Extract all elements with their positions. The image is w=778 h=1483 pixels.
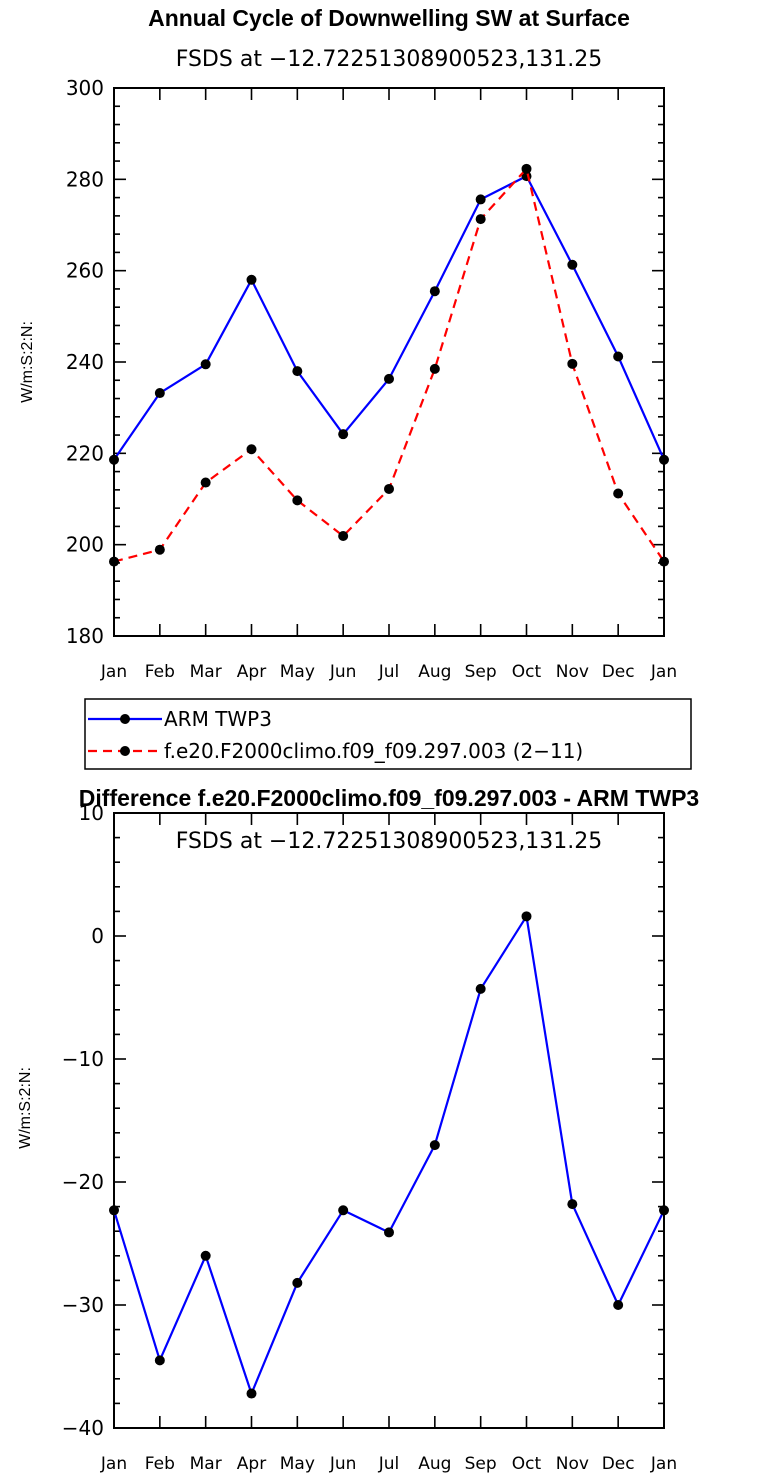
chart1-ytick-label: 260	[66, 259, 104, 283]
chart1-series-2-point	[613, 488, 624, 499]
legend-box	[84, 698, 692, 770]
chart1-series-1-point	[475, 194, 486, 205]
chart1-xtick-label: Mar	[190, 662, 222, 682]
chart1-xtick-label: Aug	[418, 662, 451, 682]
chart1-series-2-point	[338, 530, 349, 541]
chart2-xtick-label: May	[280, 1454, 315, 1474]
legend-label-arm: ARM TWP3	[164, 707, 272, 731]
chart2-series-1-point	[567, 1199, 578, 1210]
legend-label-model: f.e20.F2000climo.f09_f09.297.003 (2−11)	[164, 739, 583, 763]
chart1-ytick-label: 180	[66, 624, 104, 648]
chart2-series-1-point	[246, 1388, 257, 1399]
chart2-series-1-point	[659, 1205, 669, 1216]
chart1-series-1-point	[154, 388, 165, 399]
chart2-xtick-label: Jul	[378, 1454, 400, 1474]
chart1-series-2-point	[429, 363, 440, 374]
chart1-series-2-point	[659, 556, 669, 567]
legend-marker-model	[120, 746, 130, 756]
chart2-xtick-label: Oct	[512, 1454, 542, 1474]
chart1-xtick-label: Nov	[556, 662, 589, 682]
chart2-xtick-label: Mar	[190, 1454, 222, 1474]
chart2-series-1-point	[429, 1140, 440, 1151]
chart1-series-2-point	[384, 483, 394, 494]
chart2-series-line-1	[112, 915, 665, 1395]
plot-layer: 180 200 220 240 260 280 300 Jan Feb Mar Apr May Jun J…	[62, 76, 677, 1474]
chart2-ytick-label: 0	[91, 924, 104, 948]
chart2-xtick-label: Jun	[329, 1454, 357, 1474]
chart1-xtick-label: Jan	[100, 662, 127, 682]
chart1-legend: ARM TWP3 f.e20.F2000climo.f09_f09.297.00…	[84, 698, 692, 770]
chart2-ytick-label: −30	[62, 1293, 104, 1317]
chart1-ytick-label: 280	[66, 167, 104, 191]
chart1-series-1-point	[292, 366, 303, 377]
chart1-ylabel: W/m:S:2:N:	[19, 321, 36, 403]
legend-marker-arm	[120, 714, 130, 724]
chart1-title: Annual Cycle of Downwelling SW at Surfac…	[148, 5, 630, 31]
chart1-series-2-point	[154, 544, 165, 555]
chart1-ytick-label: 240	[66, 350, 104, 374]
chart2-ytick-label: 10	[79, 801, 104, 825]
chart1-ytick-label: 220	[66, 441, 104, 465]
chart1-series-1-point	[429, 286, 440, 297]
chart2-xtick-label: Jan	[650, 1454, 677, 1474]
chart1-xtick-label: Jun	[329, 662, 357, 682]
chart1-series-2-point	[475, 214, 486, 225]
chart1-series-1-point	[613, 351, 624, 362]
chart1-series-line-1	[113, 175, 666, 461]
chart2-frame	[113, 812, 665, 1429]
chart1-xtick-label: Feb	[145, 662, 175, 682]
chart2-series-1-point	[521, 911, 532, 922]
chart2-xtick-label: Nov	[556, 1454, 589, 1474]
chart1-xtick-label: Apr	[237, 662, 266, 682]
chart1-xtick-label: Oct	[512, 662, 542, 682]
chart1-frame	[113, 87, 665, 637]
chart1-series-1-point	[567, 259, 578, 270]
chart1-series-2-point	[246, 444, 257, 455]
chart1-series-1-point	[246, 274, 257, 285]
chart1-xtick-label: May	[280, 662, 315, 682]
chart1-series-2-point	[292, 495, 303, 506]
chart1-ytick-label: 300	[66, 76, 104, 100]
chart1-series-2-point	[521, 163, 532, 174]
chart1-series-2-point	[109, 556, 119, 567]
chart1-series-1-point	[200, 359, 211, 370]
chart2-xtick-label: Dec	[602, 1454, 635, 1474]
chart1-series-2-point	[567, 358, 578, 369]
chart1-ytick-label: 200	[66, 533, 104, 557]
chart2-ytick-label: −10	[62, 1047, 104, 1071]
chart1-series-2-point	[200, 477, 211, 488]
chart2-series-1-point	[292, 1277, 303, 1288]
chart2-ytick-label: −20	[62, 1170, 104, 1194]
chart2-series-1-point	[109, 1205, 119, 1216]
chart2-series-1-point	[475, 983, 486, 994]
chart1-xtick-label: Jul	[378, 662, 400, 682]
chart2-subtitle: FSDS at −12.72251308900523,131.25	[176, 829, 603, 854]
chart2-ylabel: W/m:S:2:N:	[17, 1067, 34, 1149]
chart2-series-1-point	[338, 1205, 349, 1216]
chart1-series-1-point	[659, 454, 669, 465]
chart2-xtick-label: Jan	[100, 1454, 127, 1474]
chart2-xtick-label: Sep	[465, 1454, 497, 1474]
chart2-xtick-label: Apr	[237, 1454, 266, 1474]
chart2-series-1-point	[154, 1355, 165, 1366]
chart1-subtitle: FSDS at −12.72251308900523,131.25	[176, 47, 603, 72]
chart2-xtick-label: Aug	[418, 1454, 451, 1474]
chart1-series-1-point	[384, 373, 394, 384]
chart2-series-1-point	[613, 1300, 624, 1310]
chart2-series-1-point	[384, 1227, 394, 1238]
chart2-title: Difference f.e20.F2000climo.f09_f09.297.…	[79, 785, 699, 811]
chart2-xtick-label: Feb	[145, 1454, 175, 1474]
chart1-xtick-label: Jan	[650, 662, 677, 682]
chart2-ytick-label: −40	[62, 1416, 104, 1440]
chart1-series-1-point	[338, 429, 349, 440]
chart1-series-line-2	[113, 167, 665, 563]
chart1-xtick-label: Dec	[602, 662, 635, 682]
chart2-series-1-point	[200, 1250, 211, 1261]
chart1-xtick-label: Sep	[465, 662, 497, 682]
chart1-series-1-point	[109, 454, 119, 465]
